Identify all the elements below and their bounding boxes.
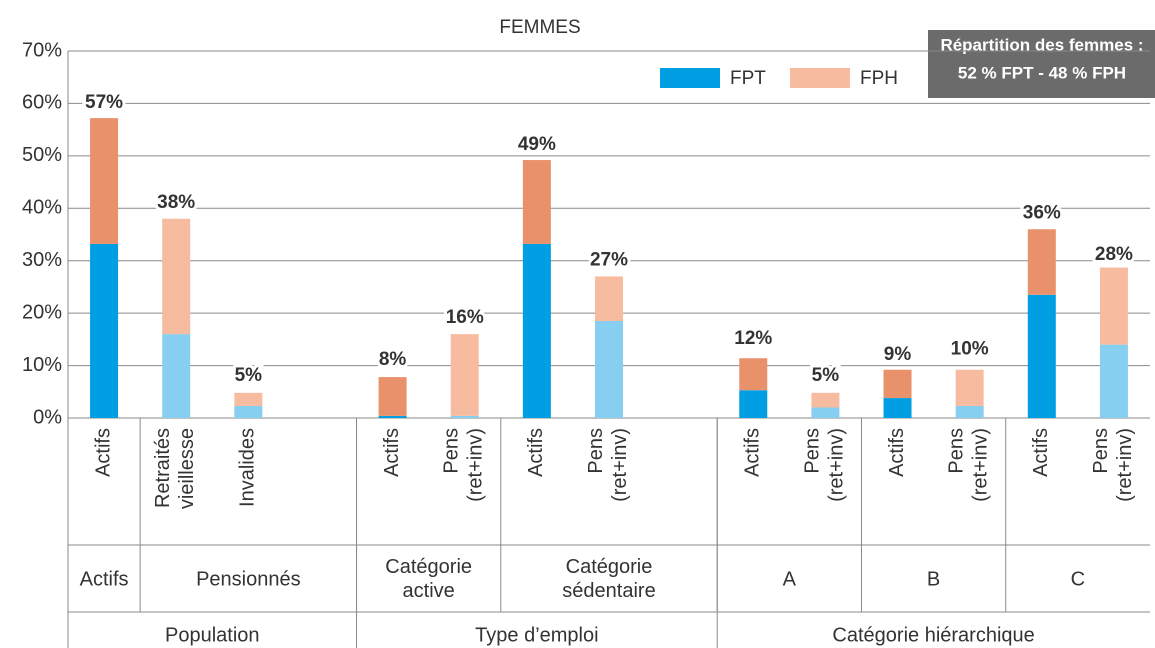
bar-segment: [739, 358, 768, 391]
x-tick-label: Invalides: [237, 428, 259, 507]
bar-segment: [955, 369, 984, 406]
value-label: 9%: [884, 344, 912, 365]
y-tick-label: 60%: [22, 92, 62, 114]
x-tick-label: Actifs: [381, 428, 403, 477]
bar-segment: [739, 390, 768, 418]
value-label: 36%: [1023, 202, 1061, 223]
subgroup-label: B: [927, 568, 940, 590]
bar-segment: [883, 398, 912, 418]
x-tick-label: Actifs: [1030, 428, 1052, 477]
bar-segment: [450, 334, 479, 416]
bar-segment: [162, 218, 191, 335]
bar-segment: [450, 415, 479, 418]
legend-label: FPH: [860, 68, 898, 89]
bar-segment: [234, 392, 263, 406]
y-tick-label: 70%: [22, 39, 62, 61]
x-tick-label: Actifs: [742, 428, 764, 477]
value-label: 10%: [951, 339, 989, 360]
y-tick-label: 10%: [22, 354, 62, 376]
legend-swatch: [660, 68, 720, 88]
x-tick-label: Pens (ret+inv): [585, 428, 631, 502]
value-label: 28%: [1095, 244, 1133, 265]
x-tick-label: Pens (ret+inv): [441, 428, 487, 502]
bar-segment: [1099, 267, 1128, 345]
subgroup-label: Catégorie sédentaire: [562, 556, 655, 602]
group-label: Catégorie hiérarchique: [832, 624, 1034, 646]
note-box: [928, 30, 1155, 98]
note-line: 52 % FPT - 48 % FPH: [958, 63, 1126, 82]
bar-segment: [522, 160, 551, 244]
value-label: 12%: [734, 328, 772, 349]
y-tick-label: 30%: [22, 249, 62, 271]
subgroup-label: Catégorie active: [385, 556, 472, 602]
note-line: Répartition des femmes :: [940, 35, 1143, 54]
value-label: 8%: [379, 349, 407, 370]
x-tick-label: Actifs: [886, 428, 908, 477]
bar-segment: [595, 276, 623, 322]
bar-segment: [811, 392, 840, 408]
value-label: 38%: [157, 192, 195, 213]
bar-segment: [595, 321, 623, 418]
bar-segment: [162, 334, 191, 418]
bar-segment: [883, 369, 912, 399]
bar-segment: [1027, 229, 1056, 295]
bar-segment: [1099, 344, 1128, 418]
value-label: 57%: [85, 92, 123, 113]
subgroup-label: C: [1071, 568, 1085, 590]
bar-segment: [234, 405, 263, 418]
legend-swatch: [790, 68, 850, 88]
bar-segment: [1027, 294, 1056, 418]
subgroup-label: Actifs: [80, 568, 129, 590]
group-label: Type d’emploi: [475, 624, 598, 646]
value-label: 5%: [812, 365, 840, 386]
bar-segment: [90, 243, 119, 418]
bar-segment: [378, 415, 407, 418]
bar-segment: [522, 243, 551, 418]
value-label: 16%: [446, 307, 484, 328]
y-tick-label: 20%: [22, 301, 62, 323]
x-tick-label: Actifs: [525, 428, 547, 477]
bar-segment: [955, 405, 984, 418]
y-tick-label: 40%: [22, 197, 62, 219]
value-label: 49%: [518, 134, 556, 155]
y-tick-label: 50%: [22, 144, 62, 166]
y-tick-label: 0%: [33, 406, 62, 428]
subgroup-label: A: [783, 568, 797, 590]
x-tick-label: Pens (ret+inv): [1090, 428, 1136, 502]
x-tick-label: Pens (ret+inv): [802, 428, 848, 502]
value-label: 5%: [235, 365, 263, 386]
bar-segment: [811, 407, 840, 418]
x-tick-label: Retraités vieillesse: [152, 428, 198, 509]
bar-segment: [90, 118, 119, 244]
value-label: 27%: [590, 249, 628, 270]
legend-label: FPT: [730, 68, 766, 89]
group-label: Population: [165, 624, 260, 646]
bar-segment: [378, 377, 407, 416]
x-tick-label: Pens (ret+inv): [946, 428, 992, 502]
chart-title: FEMMES: [499, 17, 580, 38]
subgroup-label: Pensionnés: [196, 568, 301, 590]
x-tick-label: Actifs: [92, 428, 114, 477]
